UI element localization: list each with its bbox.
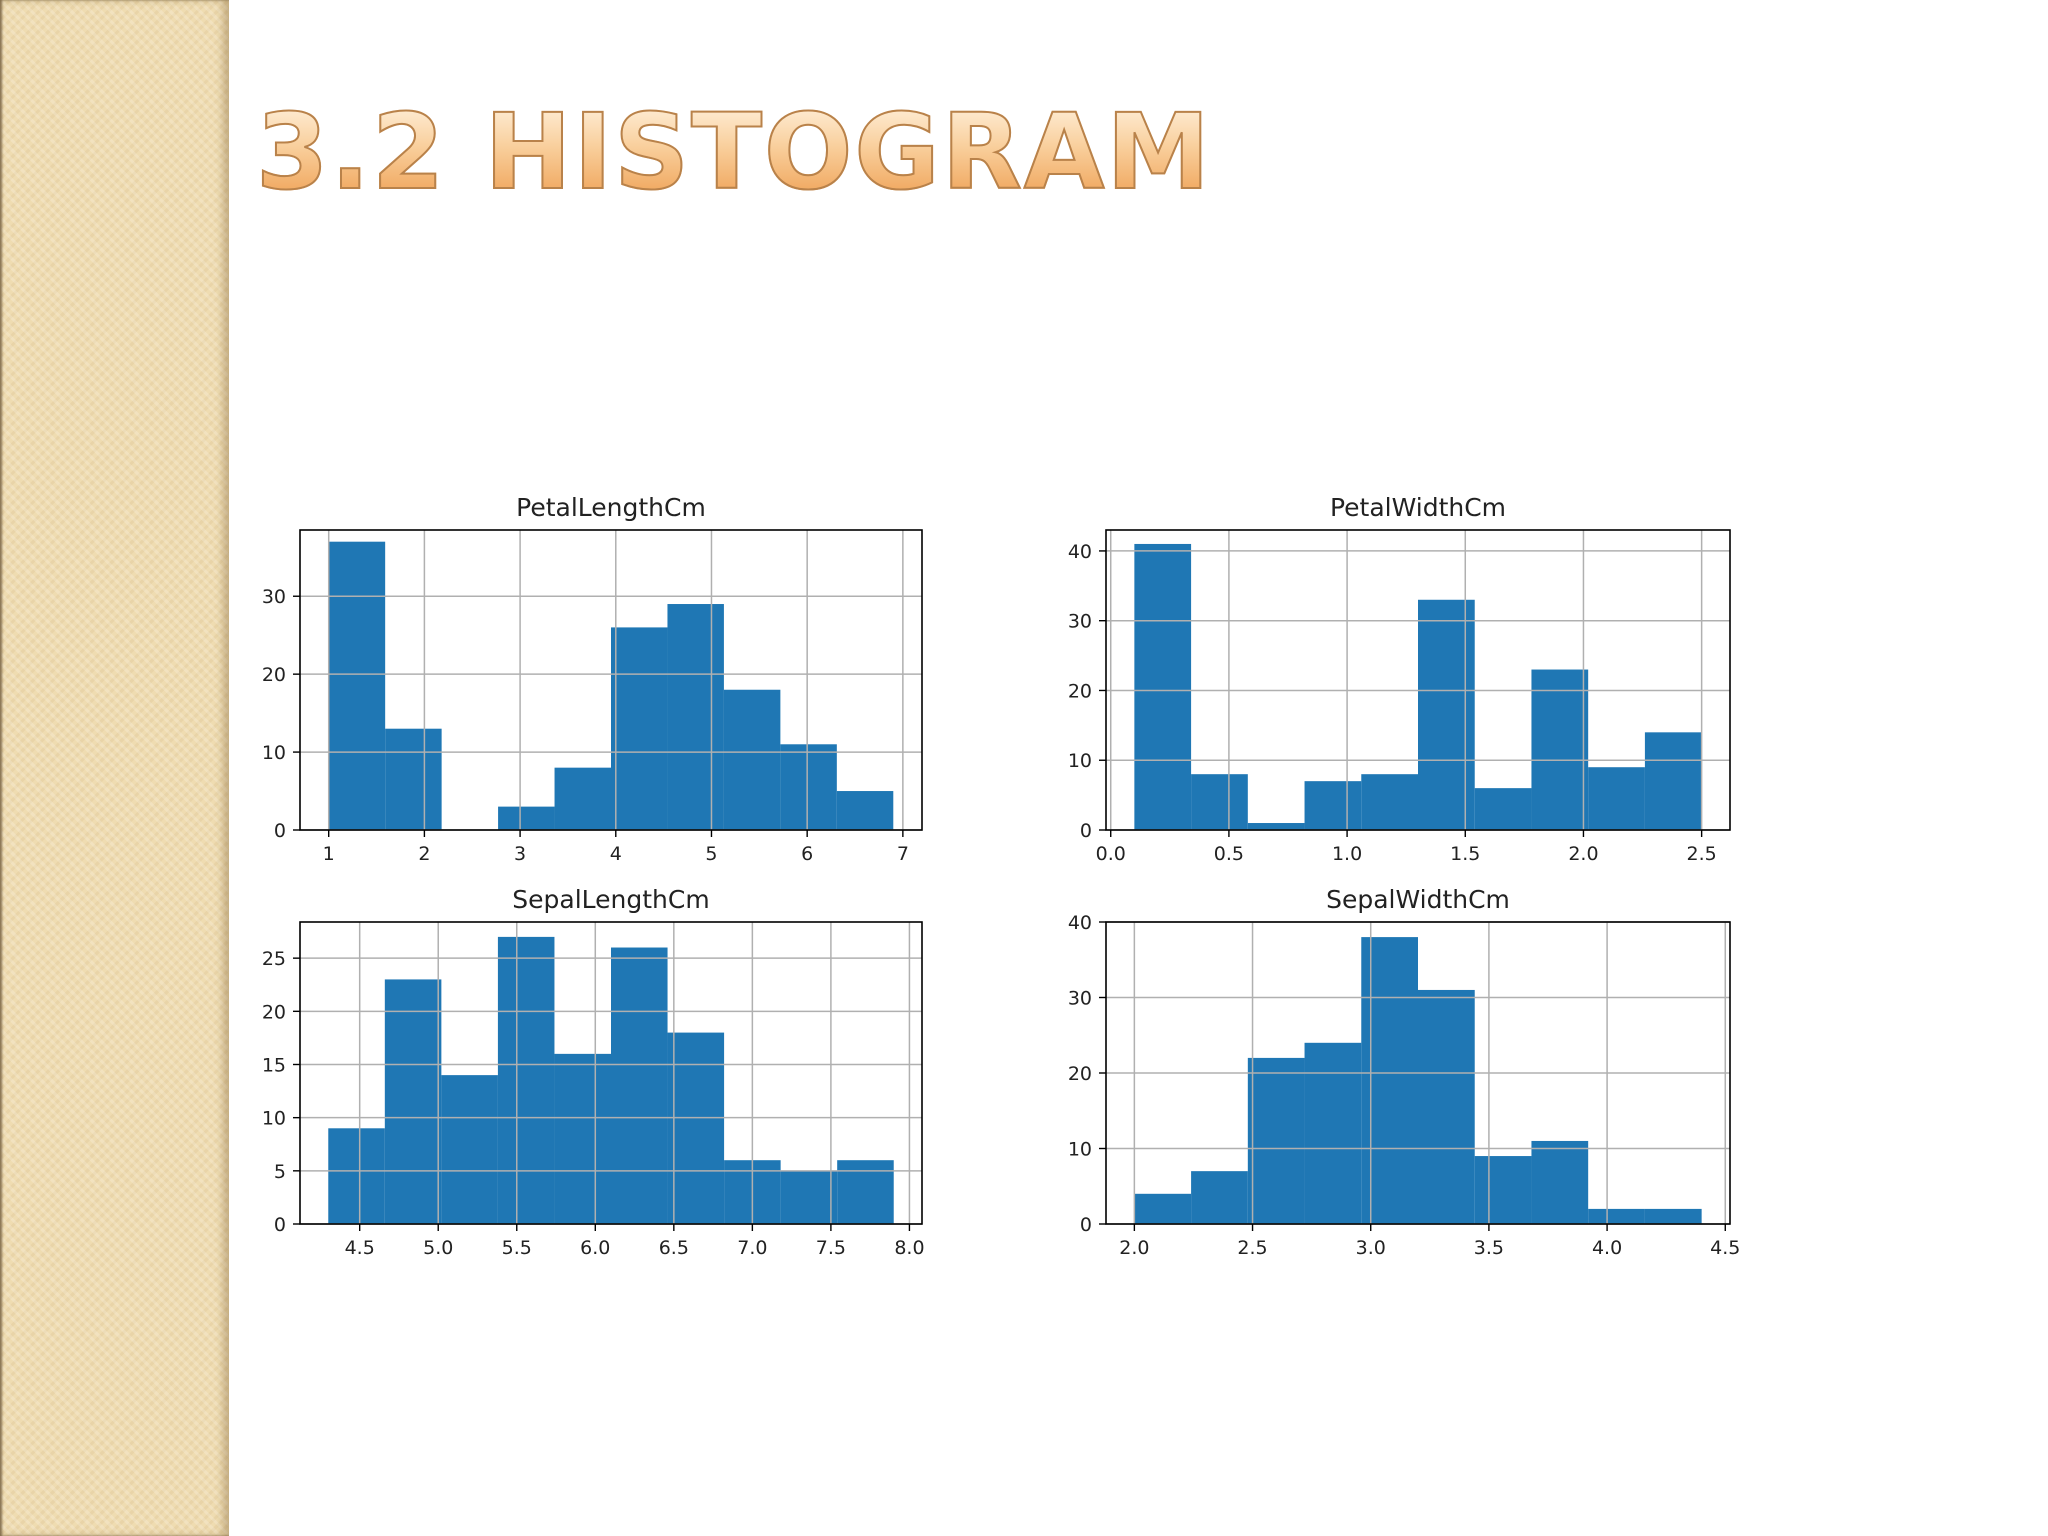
y-tick-label: 30 — [262, 586, 286, 608]
y-tick-label: 10 — [262, 742, 286, 764]
x-tick-label: 5 — [705, 843, 717, 865]
x-tick-label: 1.0 — [1332, 843, 1362, 865]
histogram-title: SepalLengthCm — [512, 885, 709, 914]
histogram-panel: 0.0 0.5 1.0 1.5 2.0 2.5 0 10 20 30 40 PetalWidthCm — [1068, 493, 1731, 865]
histogram-bar — [384, 979, 442, 1224]
x-tick-label: 2 — [418, 843, 430, 865]
axes-frame — [1105, 529, 1731, 831]
x-tick-label: 2.0 — [1568, 843, 1598, 865]
x-tick-label: 2.5 — [1237, 1237, 1267, 1259]
y-tick-label: 10 — [262, 1108, 286, 1130]
x-tick-label: 8.0 — [894, 1237, 924, 1259]
histogram-bar — [1134, 1193, 1192, 1224]
y-tick-label: 15 — [262, 1054, 286, 1076]
x-tick-label: 2.0 — [1119, 1237, 1149, 1259]
x-tick-label: 7 — [897, 843, 909, 865]
y-tick-label: 30 — [1068, 988, 1092, 1010]
histogram-bar — [1361, 937, 1418, 1224]
histogram-bar — [1304, 781, 1362, 830]
y-tick-label: 0 — [1080, 1214, 1092, 1236]
y-tick-label: 20 — [1068, 1063, 1092, 1085]
histogram-bar — [441, 1075, 498, 1224]
histogram-bar — [328, 541, 386, 830]
axes-frame — [299, 921, 923, 1225]
axes-frame — [299, 529, 923, 831]
x-tick-label: 3.5 — [1474, 1237, 1504, 1259]
slide-title: 3.2 HISTOGRAM — [255, 91, 1212, 213]
x-tick-label: 7.5 — [816, 1237, 846, 1259]
x-tick-label: 2.5 — [1687, 843, 1717, 865]
y-tick-label: 10 — [1068, 750, 1092, 772]
histogram-bar — [1418, 599, 1475, 830]
histogram-bar — [611, 947, 668, 1224]
histogram-title: SepalWidthCm — [1326, 885, 1510, 914]
histogram-bar — [611, 627, 668, 830]
histogram-bar — [1247, 823, 1305, 830]
histogram-bar — [1247, 1057, 1305, 1224]
x-tick-label: 3 — [514, 843, 526, 865]
histogram-title: PetalLengthCm — [516, 493, 706, 522]
histogram-bar — [1531, 1140, 1589, 1224]
y-tick-label: 20 — [262, 664, 286, 686]
histogram-bar — [723, 689, 781, 830]
histogram-bar — [1474, 1156, 1532, 1224]
histogram-bar — [497, 936, 555, 1224]
x-tick-label: 6.5 — [659, 1237, 689, 1259]
y-tick-label: 20 — [1068, 680, 1092, 702]
x-tick-label: 1.5 — [1450, 843, 1480, 865]
histogram-bar — [1588, 1208, 1645, 1224]
histogram-bar — [1361, 774, 1418, 830]
histogram-panel: 1 2 3 4 5 6 7 0 10 20 30 PetalLengthCm — [262, 493, 923, 865]
histogram-bar — [1588, 767, 1645, 830]
histogram-bar — [780, 744, 837, 830]
x-tick-label: 6.0 — [580, 1237, 610, 1259]
y-tick-label: 0 — [274, 1214, 286, 1236]
histogram-bar — [554, 767, 611, 830]
histogram-bar — [780, 1170, 838, 1224]
y-tick-label: 30 — [1068, 611, 1092, 633]
decorative-side-panel — [0, 0, 229, 1536]
y-tick-label: 40 — [1068, 541, 1092, 563]
x-tick-label: 5.5 — [502, 1237, 532, 1259]
x-tick-label: 4.0 — [1592, 1237, 1622, 1259]
x-tick-label: 4 — [610, 843, 622, 865]
x-tick-label: 5.0 — [423, 1237, 453, 1259]
histogram-bar — [1134, 543, 1192, 830]
histogram-bar — [554, 1053, 611, 1224]
histogram-bar — [1531, 669, 1589, 830]
x-tick-label: 4.5 — [1710, 1237, 1740, 1259]
histogram-bar — [837, 1160, 894, 1224]
x-tick-label: 6 — [801, 843, 813, 865]
histogram-bar — [836, 791, 894, 830]
y-tick-label: 0 — [274, 820, 286, 842]
histogram-title: PetalWidthCm — [1330, 493, 1506, 522]
histogram-bar — [1474, 788, 1532, 830]
x-tick-label: 1 — [323, 843, 335, 865]
histogram-panel: 2.0 2.5 3.0 3.5 4.0 4.5 0 10 20 30 40 SepalWidthCm — [1068, 885, 1741, 1259]
x-tick-label: 0.0 — [1096, 843, 1126, 865]
y-tick-label: 20 — [262, 1001, 286, 1023]
y-tick-label: 10 — [1068, 1139, 1092, 1161]
x-tick-label: 3.0 — [1356, 1237, 1386, 1259]
histogram-bar — [667, 1032, 725, 1224]
histogram-bar — [1644, 732, 1702, 830]
histogram-bar — [667, 604, 724, 830]
x-tick-label: 0.5 — [1214, 843, 1244, 865]
y-tick-label: 40 — [1068, 912, 1092, 934]
histogram-bar — [1644, 1208, 1702, 1224]
histogram-bar — [1304, 1042, 1362, 1224]
x-tick-label: 7.0 — [737, 1237, 767, 1259]
y-tick-label: 25 — [262, 948, 286, 970]
x-tick-label: 4.5 — [345, 1237, 375, 1259]
histogram-bar — [1418, 989, 1475, 1224]
histogram-bar — [498, 806, 555, 830]
histogram-bar — [1191, 774, 1248, 830]
histogram-bar — [328, 1128, 385, 1224]
histogram-panel: 4.5 5.0 5.5 6.0 6.5 7.0 7.5 8.0 0 5 10 15 20 25 SepalL… — [262, 885, 925, 1259]
y-tick-label: 0 — [1080, 820, 1092, 842]
histogram-bar — [1191, 1171, 1248, 1224]
y-tick-label: 5 — [274, 1161, 286, 1183]
histogram-bar — [385, 728, 442, 830]
